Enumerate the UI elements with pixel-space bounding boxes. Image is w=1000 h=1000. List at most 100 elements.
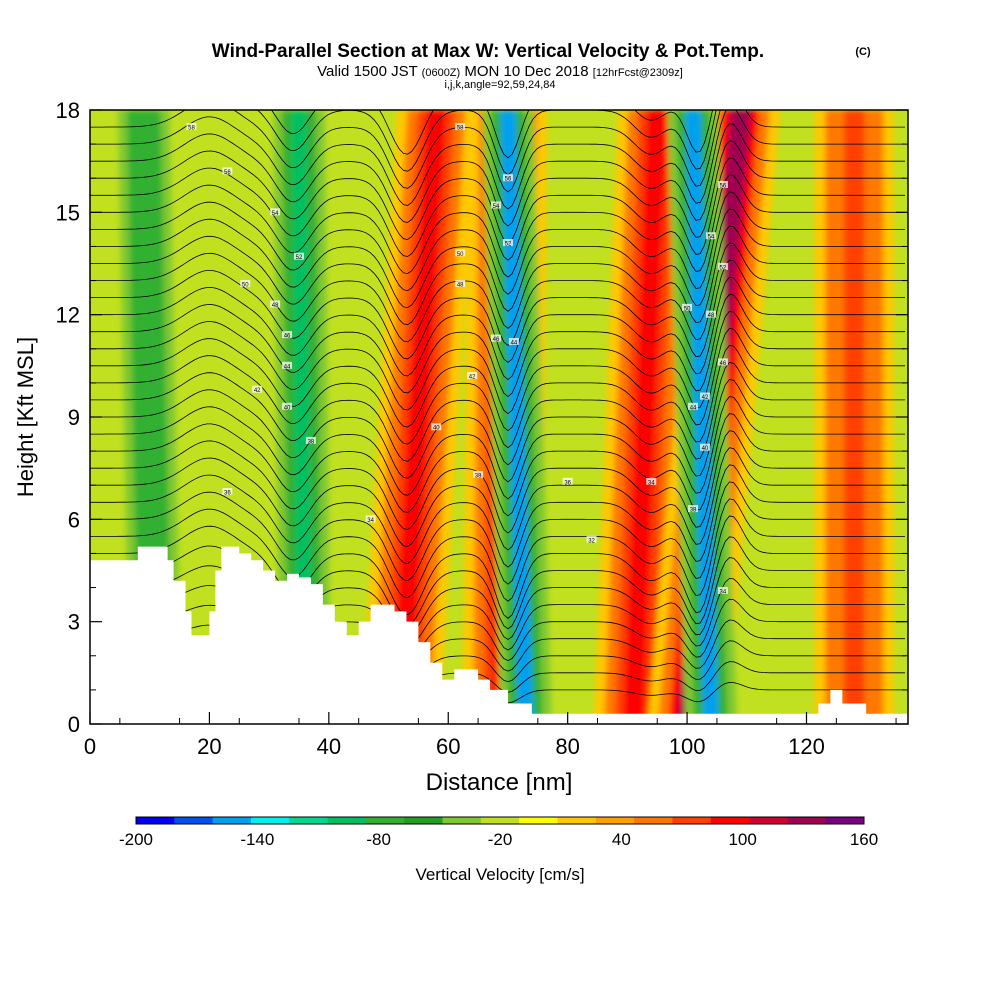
x-tick-label: 60 [436,734,460,759]
forecast-info: [12hrFcst@2309z] [593,67,683,79]
isentrope-label-bg-33 [688,402,699,410]
isentrope-label: 54 [493,204,500,210]
colorbar-frame [135,816,865,825]
isentrope-label-bg-24 [562,477,573,485]
isentrope-label-bg-12 [365,515,376,523]
isentrope-line-24 [90,242,905,346]
isentrope-line-18 [90,344,905,449]
colorbar-tick-label: -140 [240,830,274,849]
isentrope-label-bg-20 [508,337,519,345]
isentrope-label-bg-27 [717,181,728,189]
colorbar-segment [787,817,826,824]
isentrope-label: 40 [433,426,440,432]
isentrope-label-bg-37 [717,586,728,594]
isentrope-label: 48 [708,313,715,319]
velocity-band-25 [685,110,719,724]
colorbar-segment [557,817,597,824]
colorbar: -200 -140 -80 -20 40 100 160 [119,816,878,849]
colorbar-segment [404,817,443,824]
x-tick-label: 120 [788,734,825,759]
isentrope-line-14 [90,413,905,517]
y-tick-label: 0 [68,712,80,737]
isentrope-label-bg-1 [222,167,233,175]
isentrope-line-16 [90,379,905,483]
isentrope-label: 46 [284,334,291,340]
isentrope-label-bg-9 [282,402,293,410]
y-tick-label: 12 [56,303,80,328]
y-tick-label: 15 [56,200,80,225]
isentrope-label-bg-29 [717,262,728,270]
colorbar-tick-label: -20 [488,830,513,849]
isentrope-line-22 [90,276,905,381]
colorbar-segment [595,817,635,824]
isentrope-label-bg-21 [467,372,478,380]
isentrope-label: 48 [457,282,464,288]
isentrope-label-bg-22 [431,423,442,431]
isentrope-label-bg-34 [699,392,710,400]
isentrope-label: 50 [684,306,691,312]
isentrope-label-bg-35 [699,443,710,451]
isentrope-line-21 [90,293,905,398]
x-tick-label: 100 [669,734,706,759]
y-tick-label: 3 [68,610,80,635]
isentrope-line-8 [90,515,905,619]
colorbar-segment [710,817,750,824]
isentrope-label-bg-5 [270,300,281,308]
isentrope-label: 38 [690,508,697,514]
isentrope-label-bg-25 [646,477,657,485]
isentrope-label-bg-2 [270,208,281,216]
isentrope-label: 38 [308,439,315,445]
isentrope-label: 34 [720,589,727,595]
isentrope-label-bg-8 [252,385,263,393]
isentrope-label: 32 [588,538,595,544]
isentrope-label: 40 [284,405,291,411]
velocity-band-28 [291,110,313,724]
colorbar-label: Vertical Velocity [cm/s] [415,865,584,884]
colorbar-segment [327,817,367,824]
isentrope-line-15 [90,396,905,500]
x-tick-label: 0 [84,734,96,759]
isentrope-line-9 [90,498,905,602]
isentrope-label-bg-14 [502,174,513,182]
y-axis-label: Height [Kft MSL] [13,337,38,497]
isentrope-label: 42 [469,375,476,381]
isentrope-label: 58 [188,126,195,132]
isentrope-label-bg-13 [455,123,466,131]
isentrope-label: 50 [457,252,464,258]
isentrope-line-27 [90,191,905,295]
velocity-band-3 [390,110,447,724]
colorbar-segment [749,817,788,824]
y-tick-label: 9 [68,405,80,430]
isentrope-label: 58 [457,126,464,132]
isentrope-line-34 [90,110,905,176]
isentrope-line-32 [90,110,905,210]
valid-time-line: Valid 1500 JST (0600Z) MON 10 Dec 2018 [… [317,63,683,80]
isentrope-line-26 [90,208,905,312]
isentrope-label: 34 [367,518,374,524]
isentrope-label-bg-7 [282,361,293,369]
isentrope-label-bg-4 [240,279,251,287]
x-axis-label: Distance [nm] [426,769,573,796]
chart-title: Wind-Parallel Section at Max W: Vertical… [212,41,764,62]
isentrope-line-30 [90,140,905,244]
isentrope-label-bg-32 [717,358,728,366]
isentrope-label: 50 [242,282,249,288]
isentrope-line-20 [90,310,905,415]
valid-utc: (0600Z) [422,67,461,79]
colorbar-segment [519,817,558,824]
copyright-mark: (C) [855,46,871,58]
isentrope-label-bg-17 [455,249,466,257]
colorbar-segment [136,817,175,824]
isentrope-label-bg-31 [705,310,716,318]
grid-indices: i,j,k,angle=92,59,24,84 [444,79,555,91]
isentrope-label-bg-0 [186,123,197,131]
isentrope-label: 38 [475,473,482,479]
colorbar-tick-label: 40 [612,830,631,849]
isentrope-line-28 [90,174,905,278]
isentrope-label: 54 [708,235,715,241]
colorbar-segment [174,817,213,824]
y-tick-label: 6 [68,507,80,532]
isentrope-label-bg-10 [305,436,316,444]
isentrope-label-bg-36 [688,505,699,513]
